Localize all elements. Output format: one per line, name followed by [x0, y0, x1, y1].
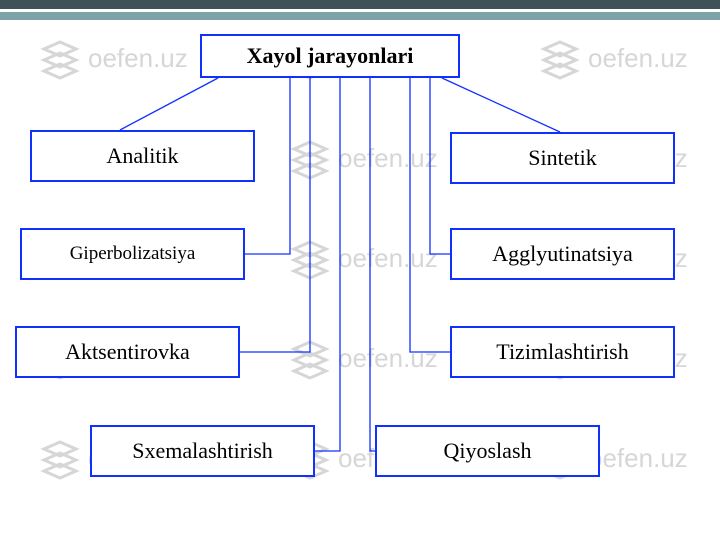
node-sintetik: Sintetik [450, 132, 675, 184]
node-aktsentirovka: Aktsentirovka [15, 326, 240, 378]
svg-text:oefen.uz: oefen.uz [338, 343, 438, 373]
node-label: Giperbolizatsiya [70, 243, 196, 265]
svg-text:oefen.uz: oefen.uz [88, 43, 188, 73]
node-label: Tizimlashtirish [496, 339, 628, 365]
svg-text:oefen.uz: oefen.uz [588, 43, 688, 73]
node-label: Aktsentirovka [65, 339, 190, 365]
node-sxemalashtirish: Sxemalashtirish [90, 425, 315, 477]
title-box: Xayol jarayonlari [200, 34, 460, 78]
node-label: Agglyutinatsiya [492, 241, 633, 267]
svg-text:oefen.uz: oefen.uz [338, 143, 438, 173]
node-qiyoslash: Qiyoslash [375, 425, 600, 477]
node-agglyutinatsiya: Agglyutinatsiya [450, 228, 675, 280]
node-analitik: Analitik [30, 130, 255, 182]
node-tizimlashtirish: Tizimlashtirish [450, 326, 675, 378]
node-label: Qiyoslash [444, 438, 532, 464]
node-giperbolizatsiya: Giperbolizatsiya [20, 228, 245, 280]
node-label: Analitik [106, 143, 178, 169]
svg-text:oefen.uz: oefen.uz [588, 443, 688, 473]
node-label: Sintetik [528, 145, 596, 171]
node-label: Sxemalashtirish [132, 438, 273, 464]
diagram-stage: oefen.uz oefen.uz oefen.uz oefen.uz oefen.uz… [0, 0, 720, 540]
title-text: Xayol jarayonlari [247, 43, 414, 69]
svg-text:oefen.uz: oefen.uz [338, 243, 438, 273]
top-bar [0, 0, 720, 22]
